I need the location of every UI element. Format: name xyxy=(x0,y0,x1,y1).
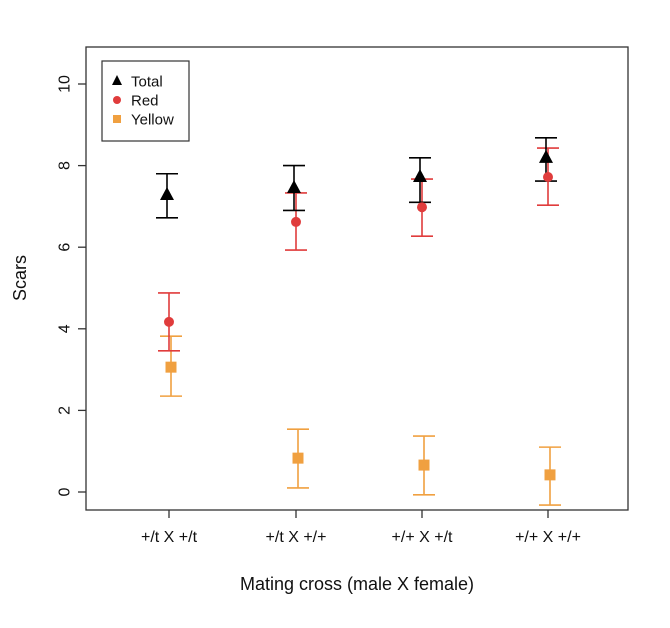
point-total xyxy=(160,186,174,200)
y-tick-label: 2 xyxy=(57,406,74,415)
legend-marker-total xyxy=(112,75,122,85)
legend-label-yellow: Yellow xyxy=(131,111,174,128)
y-tick-label: 8 xyxy=(57,161,74,170)
point-yellow xyxy=(165,361,177,373)
y-axis: 0 2 4 6 8 10 xyxy=(57,75,86,496)
y-tick-label: 10 xyxy=(57,75,74,93)
point-yellow xyxy=(418,459,430,471)
legend-marker-red xyxy=(113,96,121,104)
point-total xyxy=(287,180,301,194)
point-total xyxy=(413,169,427,183)
legend-marker-yellow xyxy=(113,115,121,123)
point-red xyxy=(164,316,174,327)
x-axis-title: Mating cross (male X female) xyxy=(240,574,474,594)
legend: Total Red Yellow xyxy=(101,60,190,142)
x-tick-label: +/t X +/+ xyxy=(266,529,327,546)
point-yellow xyxy=(544,469,556,481)
point-total xyxy=(539,149,553,163)
x-axis: +/t X +/t +/t X +/+ +/+ X +/t +/+ X +/+ xyxy=(141,510,581,546)
y-axis-title: Scars xyxy=(10,255,30,301)
point-red xyxy=(417,202,427,213)
y-tick-label: 6 xyxy=(57,243,74,252)
point-red xyxy=(543,172,553,183)
y-tick-label: 4 xyxy=(57,324,74,333)
error-bars xyxy=(156,137,561,506)
markers xyxy=(160,149,556,481)
legend-label-total: Total xyxy=(131,73,163,90)
legend-label-red: Red xyxy=(131,92,159,109)
point-yellow xyxy=(292,452,304,464)
plot-frame xyxy=(85,46,629,511)
x-tick-label: +/+ X +/t xyxy=(392,529,453,546)
point-red xyxy=(291,216,301,227)
x-tick-label: +/+ X +/+ xyxy=(515,529,581,546)
x-tick-label: +/t X +/t xyxy=(141,529,198,546)
y-tick-label: 0 xyxy=(57,487,74,496)
